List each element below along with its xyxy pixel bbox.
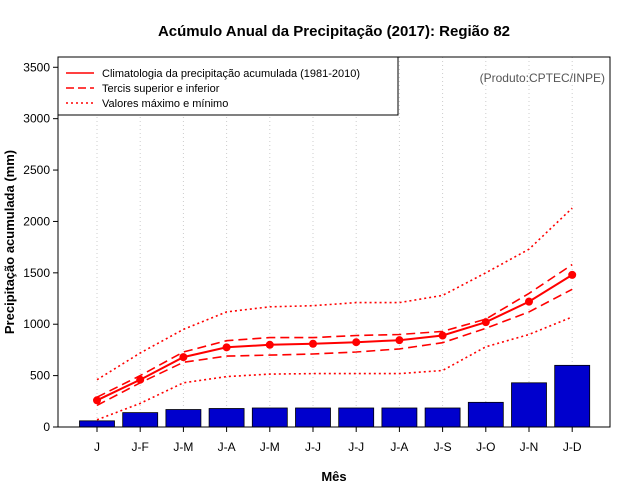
y-tick-label: 2500: [23, 163, 50, 177]
series-point: [93, 396, 101, 405]
series-point: [568, 270, 577, 279]
y-tick-label: 3000: [23, 112, 50, 126]
legend-box: [57, 56, 399, 116]
series-line: [96, 316, 573, 421]
bars-group: [79, 364, 591, 428]
bar: [208, 408, 245, 428]
x-tick-label: J-O: [476, 440, 495, 454]
bar: [381, 407, 418, 428]
series-point: [352, 338, 361, 347]
x-tick-label: J-M: [260, 440, 280, 454]
lines-group: [93, 207, 577, 421]
bar: [554, 364, 591, 428]
series-point: [136, 375, 145, 384]
chart-title: Acúmulo Anual da Precipitação (2017): Re…: [158, 23, 510, 40]
y-tick-label: 1000: [23, 317, 50, 331]
x-tick-label: J-F: [132, 440, 149, 454]
x-tick-label: J-J: [305, 440, 321, 454]
x-tick-label: J-J: [348, 440, 364, 454]
x-tick-label: J-D: [563, 440, 582, 454]
series-point: [438, 331, 447, 340]
bar: [295, 407, 331, 428]
series-point: [395, 336, 404, 345]
series-point: [309, 339, 317, 348]
bar: [79, 420, 115, 428]
series-line: [96, 207, 573, 381]
bar: [165, 409, 202, 428]
series-line: [96, 263, 573, 398]
credit-annotation: (Produto:CPTEC/INPE): [480, 71, 605, 85]
y-axis: 0 500 1000 1500 2000 2500 3000 3500: [23, 60, 58, 434]
y-tick-label: 3500: [23, 60, 50, 74]
y-tick-label: 0: [43, 420, 50, 434]
legend-entry-climatology: Climatologia da precipitação acumulada (…: [102, 68, 360, 80]
bar: [467, 401, 504, 428]
bar: [122, 412, 159, 428]
grid-lines: [96, 57, 573, 427]
series-line: [96, 274, 573, 402]
x-tick-label: J: [94, 440, 100, 454]
series-point: [265, 340, 274, 349]
x-axis-label: Mês: [321, 469, 346, 484]
legend: Climatologia da precipitação acumulada (…: [57, 56, 399, 116]
series-point: [481, 318, 490, 327]
x-tick-label: J-A: [218, 440, 236, 454]
x-axis: J J-F J-M J-A J-M J-J J-J J-A J-S J-O J-N J-D: [94, 427, 582, 454]
y-axis-label: Precipitação acumulada (mm): [2, 150, 17, 334]
x-tick-label: J-S: [434, 440, 452, 454]
series-line: [96, 288, 573, 407]
bar: [511, 382, 547, 428]
y-tick-label: 2000: [23, 214, 50, 228]
bar: [424, 407, 461, 428]
series-point: [525, 297, 533, 306]
legend-entry-extremes: Valores máximo e mínimo: [102, 98, 228, 110]
series-point: [179, 353, 188, 362]
y-tick-label: 1500: [23, 266, 50, 280]
x-tick-label: J-N: [520, 440, 539, 454]
bar: [338, 407, 375, 428]
x-tick-label: J-M: [173, 440, 193, 454]
legend-entry-tercis: Tercis superior e inferior: [102, 83, 220, 95]
bar: [251, 407, 288, 428]
x-tick-label: J-A: [390, 440, 408, 454]
y-tick-label: 500: [30, 369, 50, 383]
series-point: [222, 343, 231, 352]
